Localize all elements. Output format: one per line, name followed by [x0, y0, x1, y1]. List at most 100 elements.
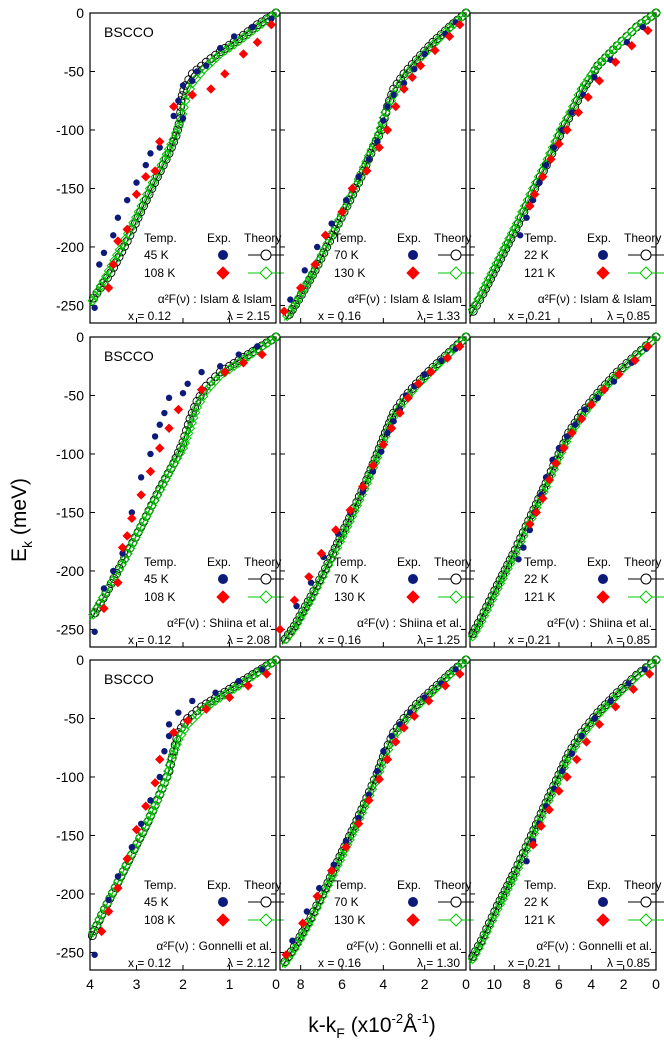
exp-low-point: [147, 797, 154, 804]
exp-high-point: [525, 519, 535, 529]
theory_high-marker: [233, 35, 245, 47]
model-label: α²F(ν) : Islam & Islam: [158, 292, 272, 306]
theory_high-marker: [96, 909, 108, 920]
exp-low-point: [558, 767, 566, 775]
theory_high-marker: [592, 60, 603, 71]
legend-temp-header: Temp.: [524, 555, 557, 569]
theory_high-marker: [305, 914, 317, 925]
theory_high-marker: [303, 598, 314, 610]
theory_high-marker: [373, 128, 385, 139]
exp-high-point: [386, 423, 397, 433]
theory_high-marker: [161, 149, 172, 160]
exp-low-point: [133, 179, 140, 186]
theory_high-marker: [349, 824, 360, 835]
theory_high-marker: [493, 253, 505, 264]
exp-low-point: [594, 394, 601, 402]
exp-high-point: [544, 475, 554, 485]
legend-exp-high-marker: [596, 590, 610, 604]
theory_high-marker: [179, 437, 190, 449]
legend-temp-low: 45 K: [144, 895, 169, 909]
y-tick-label: -200: [56, 886, 84, 902]
exp-low-point: [287, 296, 294, 303]
exp-high-point: [289, 595, 300, 605]
legend-theory-high-marker: [259, 266, 273, 280]
theory_high-marker: [494, 578, 506, 589]
theory_high-marker: [191, 401, 203, 413]
legend-temp-header: Temp.: [334, 231, 367, 245]
theory_low-marker: [187, 408, 197, 418]
legend-temp-high: 108 K: [144, 913, 175, 927]
theory_high-marker: [504, 878, 516, 890]
theory_high-marker: [297, 608, 308, 619]
panel-frame: [469, 659, 657, 971]
theory_high-marker: [159, 777, 170, 789]
panel-frame: [89, 12, 277, 324]
exp-low-point: [212, 689, 219, 696]
exp-high-point: [353, 819, 364, 829]
legend-temp-high: 130 K: [334, 266, 365, 280]
doping-label: x = 0.16: [318, 309, 361, 323]
legend-temp-low: 22 K: [524, 895, 549, 909]
exp-high-point: [337, 207, 347, 217]
exp-low-point: [258, 666, 266, 673]
theory_high-marker: [354, 494, 365, 506]
theory_high-marker: [121, 859, 132, 871]
x-tick-label: 10: [486, 976, 502, 992]
exp-high-point: [544, 805, 554, 815]
panel-r1-c2: Temp. Exp. Theory 22 K 121 K α²F(ν) : Shiina …: [467, 331, 664, 648]
panel-r2-c2: 10 8 6 4 2 0 Temp. Exp. Theory 22 K 121 K α²F(ν) : …: [467, 654, 664, 992]
theory_low-marker: [581, 79, 591, 89]
material-label: BSCCO: [104, 671, 154, 687]
theory_high-marker: [346, 829, 358, 840]
theory_high-marker: [507, 873, 518, 885]
theory_high-marker: [351, 500, 363, 511]
exp-low-point: [198, 368, 205, 376]
exp-high-point: [155, 443, 165, 453]
exp-high-point: [168, 727, 179, 738]
exp-low-point: [175, 97, 182, 104]
theory_high-marker: [181, 432, 192, 444]
exp-low-point: [581, 406, 589, 413]
legend-exp-high-marker: [216, 266, 230, 280]
theory_high-marker: [300, 603, 311, 614]
theory_low-marker: [617, 683, 627, 693]
theory_high-marker: [166, 139, 177, 150]
x-axis-title-unit: (x10: [345, 1014, 392, 1037]
exp-low-point: [568, 109, 576, 116]
panels-group: 0 -50 -100 -150 -200 -250 BSCCO Temp. Exp. Theory…: [56, 5, 664, 992]
theory_low-marker: [192, 396, 202, 406]
exp-high-point: [546, 154, 556, 164]
legend-theory-low-marker: [640, 249, 652, 261]
exp-high-point: [312, 891, 322, 902]
legend-exp-header: Exp.: [587, 555, 611, 569]
theory_high-marker: [478, 610, 490, 622]
theory_high-marker: [292, 618, 303, 629]
theory_high-marker: [504, 558, 516, 569]
exp-high-point: [168, 101, 179, 112]
exp-high-point: [525, 201, 535, 211]
exp-low-point: [110, 232, 117, 239]
theory_high-marker: [147, 805, 158, 816]
exp-high-point: [382, 754, 393, 765]
exp-high-point: [206, 84, 216, 94]
doping-label: x = 0.12: [128, 956, 171, 970]
theory_high-marker: [473, 621, 484, 632]
exp-low-point: [314, 243, 321, 251]
exp-low-point: [156, 144, 163, 151]
legend-theory-low-marker: [450, 896, 462, 908]
exp-high-point: [573, 107, 584, 118]
theory_high-marker: [650, 7, 662, 19]
exp-low-point: [523, 858, 530, 865]
exp-high-point: [562, 125, 572, 135]
exp-low-point: [526, 526, 534, 534]
legend-exp-low-marker: [218, 250, 228, 260]
exp-high-point: [298, 918, 308, 928]
legend-temp-low: 70 K: [334, 895, 359, 909]
exp-low-point: [147, 450, 154, 458]
exp-high-point: [444, 31, 455, 42]
theory_high-marker: [163, 765, 174, 777]
exp-low-point: [571, 421, 579, 428]
exp-high-point: [257, 349, 267, 360]
theory_high-marker: [205, 698, 217, 710]
theory_high-marker: [247, 670, 258, 682]
